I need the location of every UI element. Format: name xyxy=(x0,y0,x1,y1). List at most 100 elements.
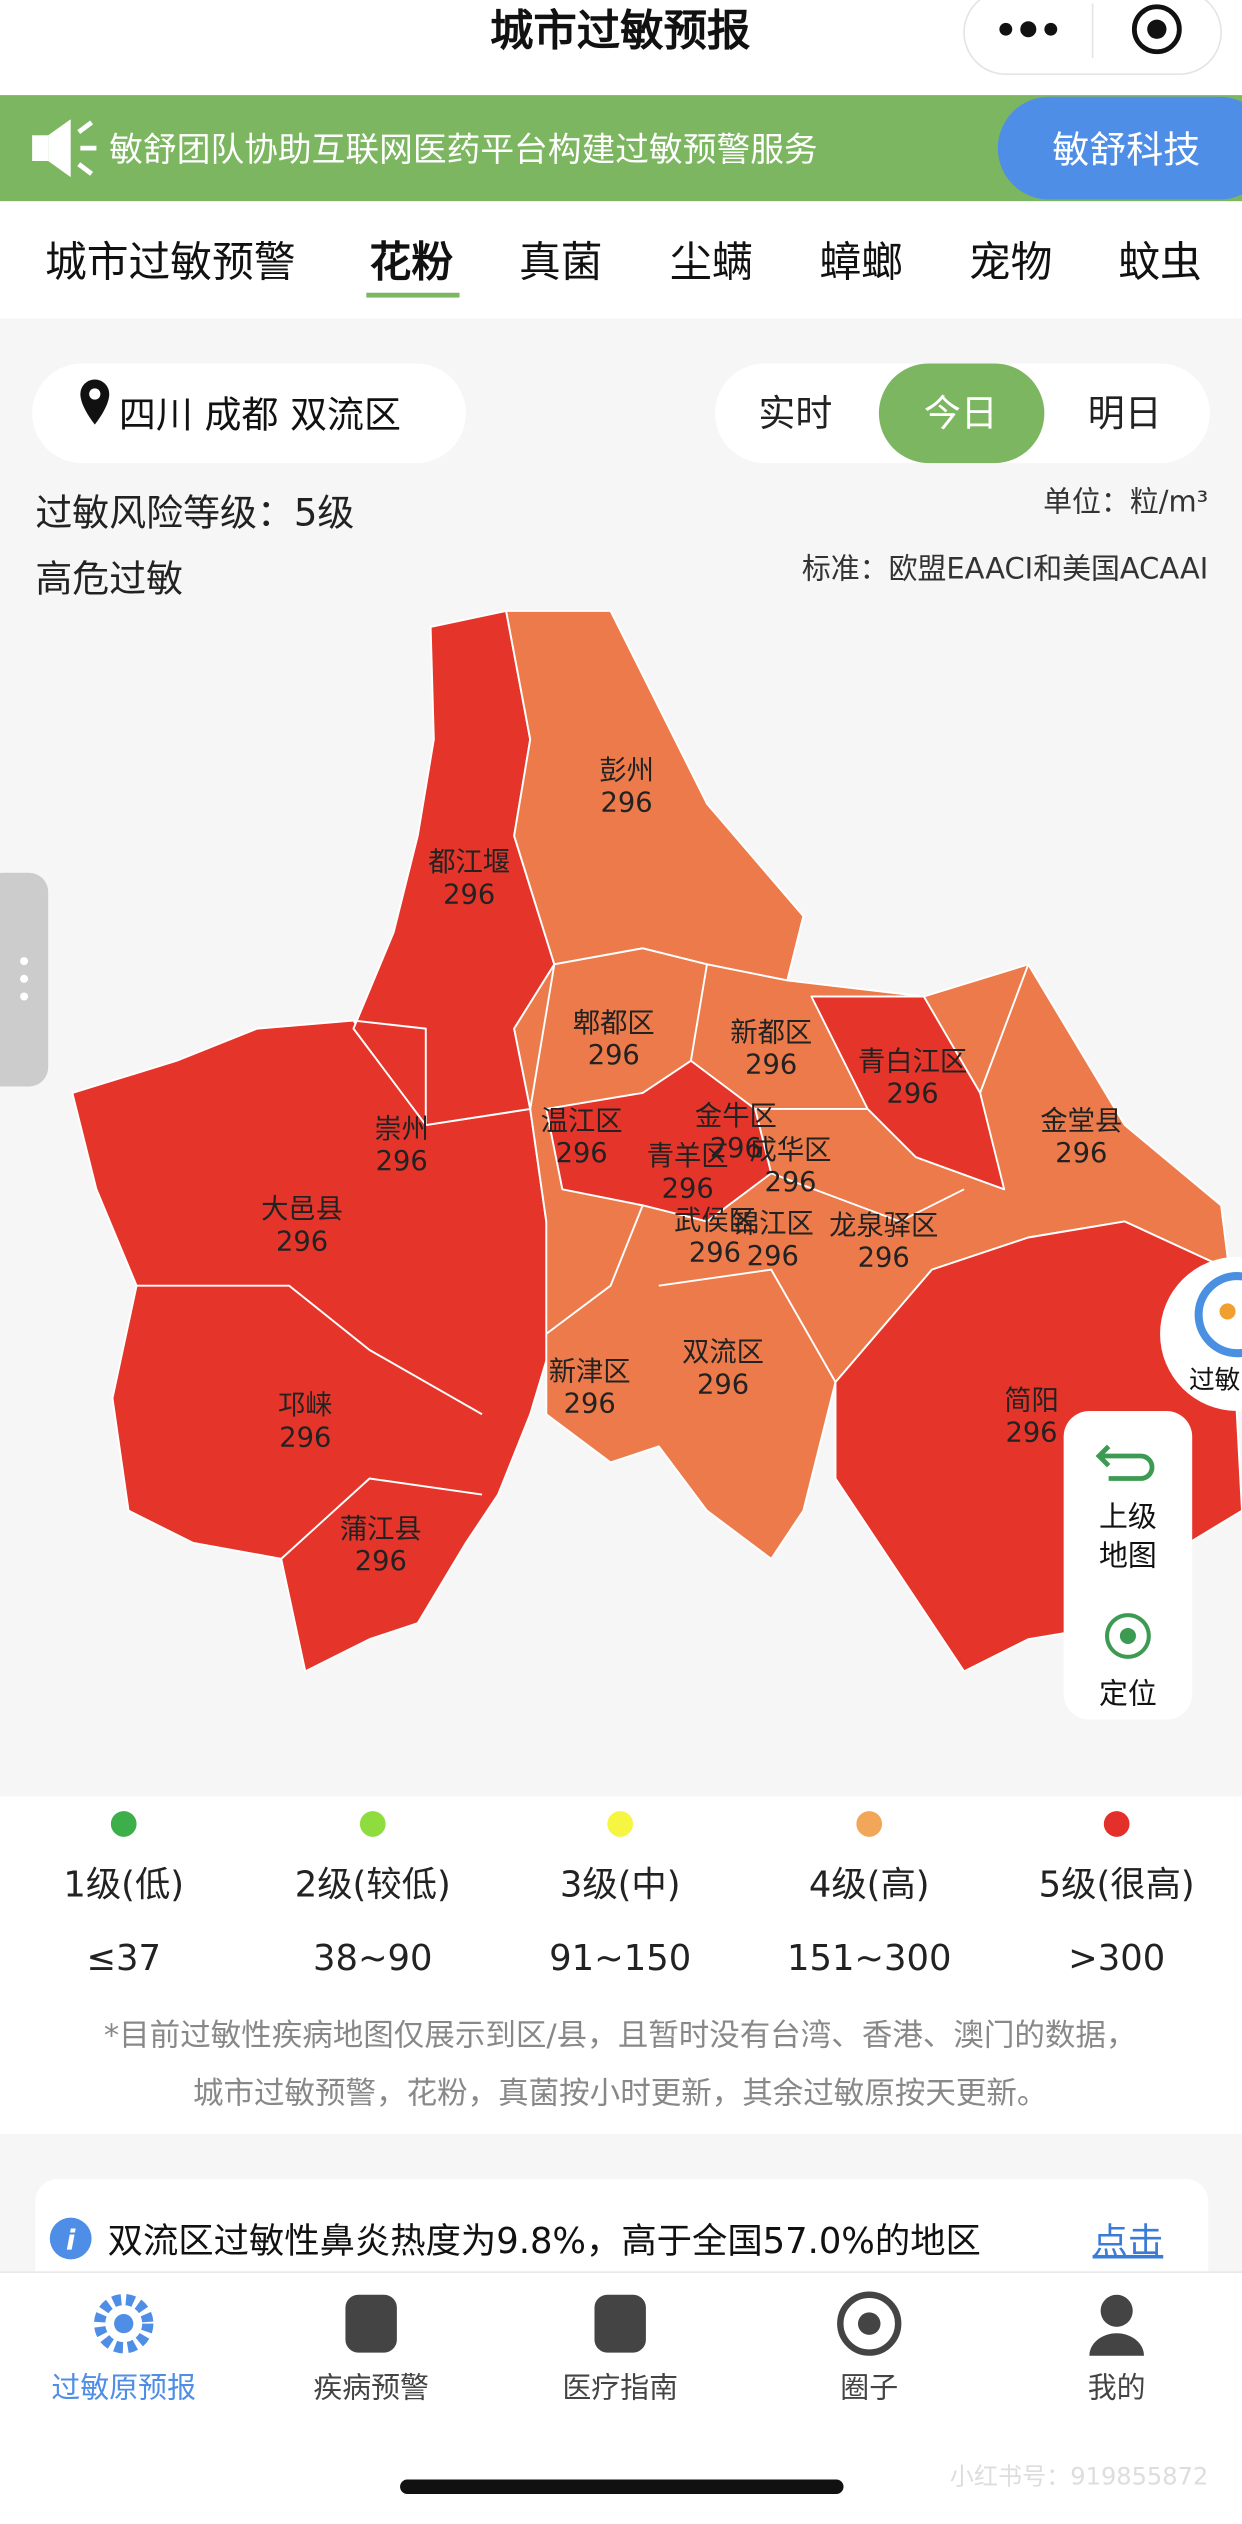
tab-underline xyxy=(366,292,460,298)
close-icon[interactable] xyxy=(1131,4,1182,55)
legend-level: 3级(中) xyxy=(560,1864,681,1905)
time-tab[interactable]: 今日 xyxy=(924,392,998,435)
region-name[interactable]: 彭州 xyxy=(599,756,654,787)
region-name[interactable]: 青白江区 xyxy=(858,1046,967,1077)
nav-label[interactable]: 圈子 xyxy=(840,2371,898,2405)
pin-icon xyxy=(80,379,110,425)
region-name[interactable]: 郫都区 xyxy=(573,1008,655,1039)
location-pill[interactable] xyxy=(32,363,466,464)
legend-dot xyxy=(110,1811,137,1837)
region-value: 296 xyxy=(662,1173,714,1204)
side-button[interactable]: 上级地图 xyxy=(1099,1500,1157,1573)
time-tab[interactable]: 明日 xyxy=(1088,392,1162,435)
nav-icon[interactable] xyxy=(93,2293,154,2354)
legend-level: 5级(很高) xyxy=(1039,1864,1195,1905)
region-value: 296 xyxy=(564,1389,616,1420)
legend-range: >300 xyxy=(1068,1938,1165,1979)
info-icon xyxy=(49,2217,92,2260)
region-name[interactable]: 金牛区 xyxy=(695,1101,777,1132)
risk-desc: 高危过敏 xyxy=(35,558,183,601)
region-value: 296 xyxy=(1005,1418,1057,1449)
region-name[interactable]: 龙泉驿区 xyxy=(829,1210,938,1241)
risk-level: 过敏风险等级：5级 xyxy=(35,492,354,535)
locate-dot xyxy=(1119,1627,1136,1645)
region-value: 296 xyxy=(588,1040,640,1071)
legend-level: 1级(低) xyxy=(63,1864,184,1905)
region-value: 296 xyxy=(764,1167,816,1198)
legend-dot xyxy=(1103,1811,1130,1837)
region-name[interactable]: 金堂县 xyxy=(1040,1106,1122,1137)
locate-icon[interactable] xyxy=(1105,1613,1151,1659)
nav-label[interactable]: 医疗指南 xyxy=(562,2371,678,2405)
time-tab-active xyxy=(878,363,1045,464)
region-name[interactable]: 邛崃 xyxy=(278,1390,333,1421)
region-value: 296 xyxy=(697,1369,749,1400)
legend-range: 151~300 xyxy=(787,1938,951,1979)
legend-range: 38~90 xyxy=(313,1938,433,1979)
tab[interactable]: 宠物 xyxy=(969,238,1053,287)
legend-level: 4级(高) xyxy=(809,1864,930,1905)
nav-icon[interactable] xyxy=(1100,2294,1133,2327)
legend-level: 2级(较低) xyxy=(295,1864,451,1905)
region-name[interactable]: 温江区 xyxy=(541,1106,623,1137)
info-text: 双流区过敏性鼻炎热度为9.8%，高于全国57.0%的地区 xyxy=(108,2221,981,2262)
tab[interactable]: 蚊虫 xyxy=(1118,238,1202,287)
region-name[interactable]: 双流区 xyxy=(682,1337,764,1368)
up-icon[interactable] xyxy=(1095,1444,1155,1481)
info-icon-glyph: i xyxy=(66,2226,76,2257)
region-value: 296 xyxy=(443,879,495,910)
nav-label[interactable]: 我的 xyxy=(1088,2371,1146,2405)
nav-icon xyxy=(857,2312,881,2335)
region-value: 296 xyxy=(689,1238,741,1269)
region-name[interactable]: 都江堰 xyxy=(428,847,510,878)
float-button-text[interactable]: 过敏 xyxy=(1189,1366,1240,1396)
tab[interactable]: 真菌 xyxy=(519,238,603,287)
tab[interactable]: 花粉 xyxy=(370,238,454,287)
region-name[interactable]: 崇州 xyxy=(374,1114,429,1145)
map xyxy=(71,609,1242,1673)
note: *目前过敏性疾病地图仅展示到区/县，且暂时没有台湾、香港、澳门的数据， xyxy=(104,2019,1137,2054)
location[interactable]: 四川 成都 双流区 xyxy=(119,394,401,437)
legend-dot xyxy=(856,1811,883,1837)
region-name[interactable]: 青羊区 xyxy=(647,1141,729,1172)
tab[interactable]: 蟑螂 xyxy=(819,238,903,287)
tab[interactable]: 尘螨 xyxy=(670,238,754,287)
info-link[interactable]: 点击 xyxy=(1093,2221,1164,2262)
nav-icon[interactable] xyxy=(837,2291,902,2356)
banner-button[interactable] xyxy=(997,96,1242,200)
time-tab[interactable]: 实时 xyxy=(758,392,832,435)
region-border xyxy=(136,964,1030,1560)
standard: 标准：欧盟EAACI和美国ACAAI xyxy=(802,552,1208,586)
region-value: 296 xyxy=(1055,1138,1107,1169)
region-value: 296 xyxy=(858,1242,910,1273)
side-button[interactable]: 定位 xyxy=(1099,1676,1157,1710)
region-value: 296 xyxy=(276,1226,328,1257)
nav-icon[interactable] xyxy=(594,2294,646,2353)
more-icon[interactable] xyxy=(999,21,1058,38)
watermark: 小红书号：919855872 xyxy=(950,2462,1208,2490)
nav-label[interactable]: 过敏原预报 xyxy=(51,2371,196,2405)
legend-range: 91~150 xyxy=(549,1938,691,1979)
region-name[interactable]: 成华区 xyxy=(750,1135,832,1166)
region-name[interactable]: 大邑县 xyxy=(261,1194,343,1225)
region-value: 296 xyxy=(887,1079,939,1110)
region-name[interactable]: 蒲江县 xyxy=(340,1514,422,1545)
region-name[interactable]: 武侯区 xyxy=(674,1205,756,1236)
unit: 单位：粒/m³ xyxy=(1043,484,1208,518)
handle-dots xyxy=(20,957,29,1001)
region-name[interactable]: 简阳 xyxy=(1004,1385,1059,1416)
banner-button-text[interactable]: 敏舒科技 xyxy=(1052,129,1200,172)
nav-icon[interactable] xyxy=(345,2294,397,2353)
legend-range: ≤37 xyxy=(86,1938,161,1979)
region-name[interactable]: 新津区 xyxy=(549,1357,631,1388)
nav-label[interactable]: 疾病预警 xyxy=(313,2371,429,2405)
speaker-icon xyxy=(32,119,97,178)
nav-icon xyxy=(1089,2333,1144,2356)
tab[interactable]: 城市过敏预警 xyxy=(45,238,296,287)
region-value: 296 xyxy=(747,1241,799,1272)
region-name[interactable]: 新都区 xyxy=(730,1017,812,1048)
banner-text: 敏舒团队协助互联网医药平台构建过敏预警服务 xyxy=(109,130,817,169)
region-name[interactable]: 锦江区 xyxy=(732,1209,814,1240)
